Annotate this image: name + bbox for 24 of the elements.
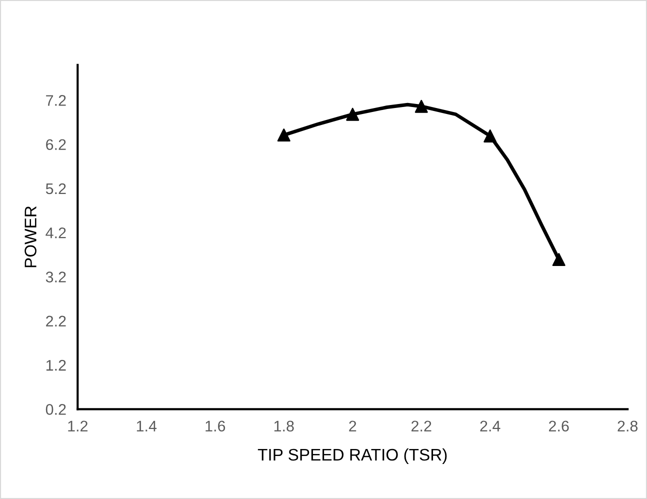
point	[414, 100, 428, 113]
y-tick-label: 3.2	[46, 272, 66, 282]
x-tick-label: 2.4	[480, 420, 500, 432]
x-tick-label: 2.8	[618, 420, 638, 432]
x-tick-label: 1.8	[274, 420, 294, 432]
x-tick-label: 2.2	[412, 420, 432, 432]
x-axis-title: TIP SPEED RATIO (TSR)	[258, 448, 447, 464]
x-tick-label: 1.6	[206, 420, 226, 432]
x-tick-label: 1.4	[136, 420, 157, 432]
point	[346, 108, 360, 121]
x-tick-label: 2.6	[548, 420, 569, 432]
y-tick-label: 7.2	[46, 95, 66, 106]
x-tick-label: 2	[349, 420, 356, 432]
y-tick-label: 1.2	[46, 360, 66, 371]
point	[552, 253, 566, 266]
x-tick-label: 1.2	[68, 420, 88, 432]
y-tick-label: 0.2	[46, 404, 66, 415]
y-tick-label: 6.2	[46, 139, 66, 150]
y-tick-label: 4.2	[46, 227, 66, 238]
point	[277, 128, 290, 142]
point	[484, 129, 497, 142]
y-tick-label: 2.2	[46, 316, 66, 326]
y-tick-label: 5.2	[46, 183, 66, 194]
y-axis-title: POWER	[24, 206, 36, 268]
